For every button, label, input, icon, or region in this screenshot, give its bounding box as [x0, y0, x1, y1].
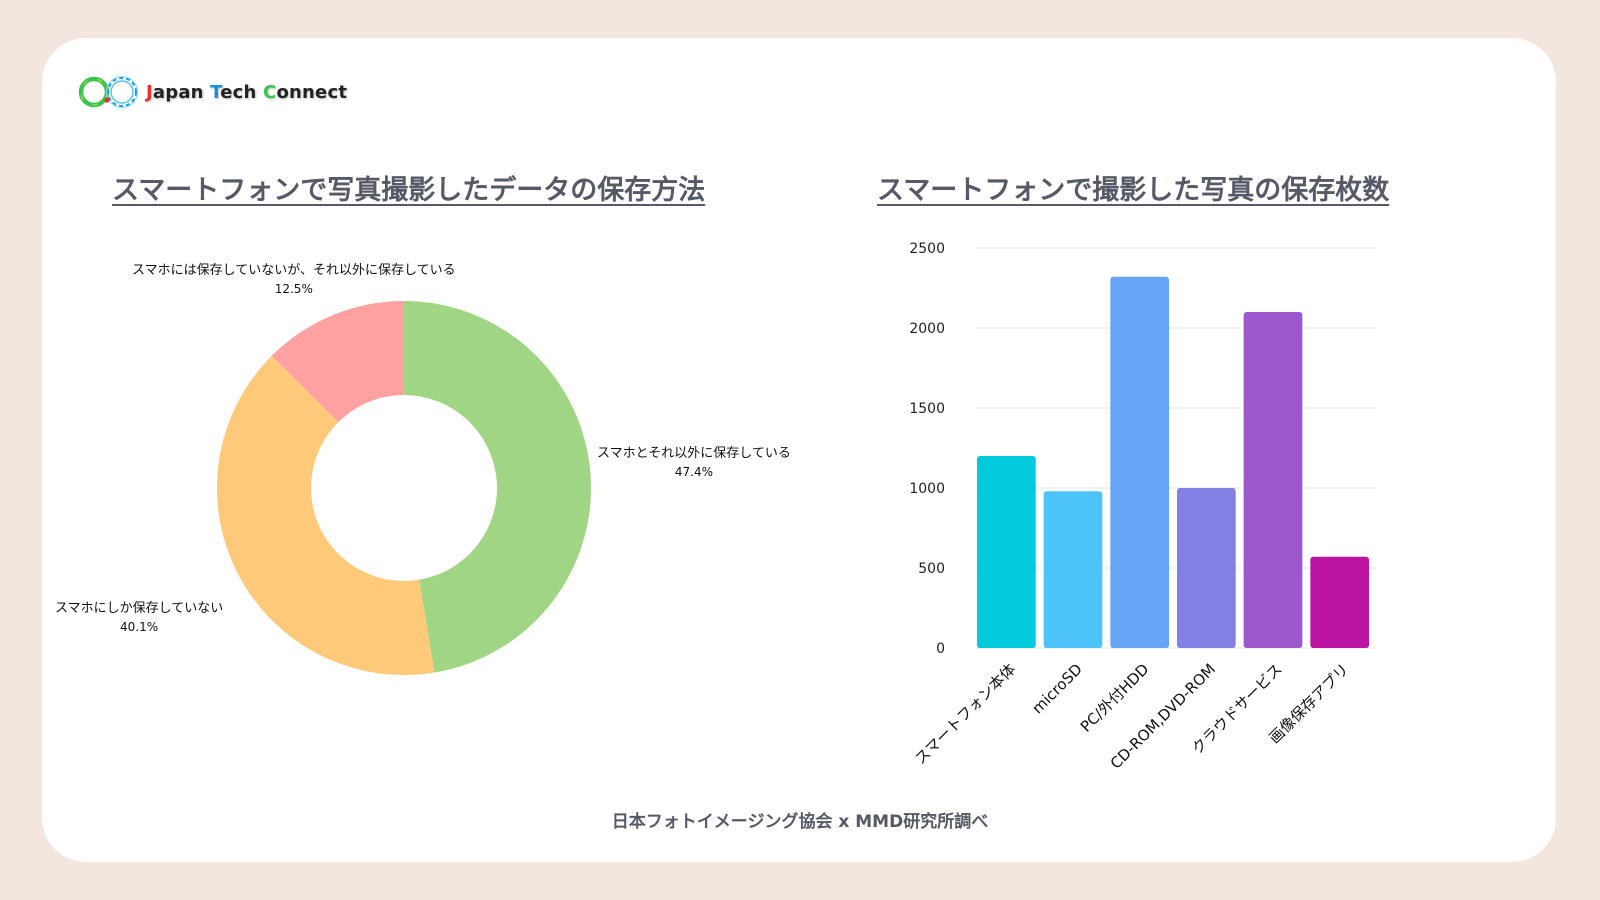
- brand-logo: Japan Tech Connect: [78, 72, 347, 112]
- donut-label-phone-only-value: 40.1%: [120, 620, 159, 634]
- donut-label-phone-only-text: スマホにしか保存していない: [55, 601, 224, 616]
- donut-label-other-only: スマホには保存していないが、それ以外に保存している 12.5%: [132, 262, 456, 298]
- bar-3: [1177, 488, 1236, 648]
- y-tick-label: 2500: [909, 241, 945, 257]
- donut-chart-title: スマートフォンで写真撮影したデータの保存方法: [112, 175, 706, 206]
- donut-chart: [216, 301, 592, 675]
- bar-chart-title: スマートフォンで撮影した写真の保存枚数: [877, 175, 1390, 206]
- donut-slice-0: [404, 301, 592, 673]
- donut-label-other-only-text: スマホには保存していないが、それ以外に保存している: [132, 263, 456, 278]
- bar-4: [1243, 312, 1303, 648]
- x-tick-label: microSD: [1028, 660, 1085, 717]
- donut-label-both-text: スマホとそれ以外に保存している: [597, 446, 791, 461]
- y-tick-label: 0: [936, 641, 945, 657]
- brand-letter-c: C: [263, 81, 277, 103]
- infinity-logo-icon: [78, 76, 138, 108]
- y-tick-label: 500: [918, 561, 945, 577]
- donut-label-other-only-value: 12.5%: [274, 282, 313, 296]
- bar-1: [1043, 491, 1103, 648]
- donut-slice-2: [271, 301, 404, 423]
- bar-2: [1110, 276, 1169, 648]
- donut-label-both-value: 47.4%: [674, 465, 713, 479]
- donut-label-phone-only: スマホにしか保存していない 40.1%: [55, 600, 223, 636]
- brand-text-apan: apan: [152, 81, 211, 103]
- brand-text-onnect: onnect: [276, 81, 348, 103]
- source-note: 日本フォトイメージング協会 x MMD研究所調べ: [611, 812, 989, 832]
- bar-5: [1310, 556, 1369, 648]
- brand-text-ech: ech: [220, 81, 264, 103]
- brand-name: Japan Tech Connect: [146, 82, 347, 103]
- y-tick-label: 1000: [909, 481, 945, 497]
- y-tick-label: 1500: [909, 401, 945, 417]
- donut-label-both: スマホとそれ以外に保存している 47.4%: [597, 445, 791, 481]
- y-tick-label: 2000: [909, 321, 945, 337]
- donut-slice-1: [216, 355, 435, 675]
- x-tick-label: スマートフォン本体: [911, 660, 1019, 768]
- brand-letter-j: J: [146, 81, 153, 103]
- bar-0: [977, 456, 1036, 648]
- brand-letter-t: T: [210, 81, 221, 103]
